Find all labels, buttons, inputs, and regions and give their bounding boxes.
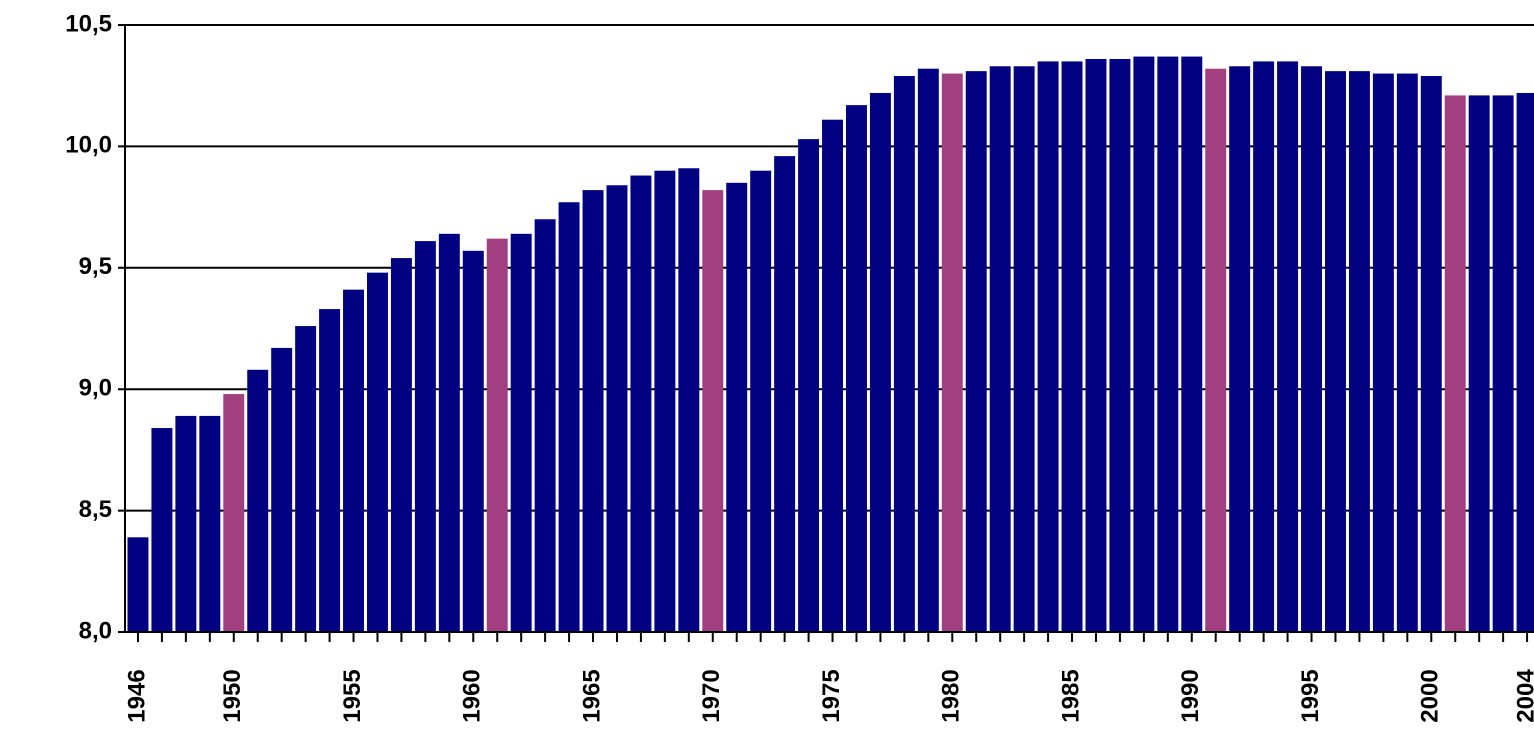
bar [343,289,364,632]
bar [1396,73,1418,632]
bar [1420,75,1442,633]
bar [1253,61,1275,633]
y-tick-label: 10,5 [65,10,112,37]
bar [917,68,939,633]
bar [390,258,412,632]
x-tick-label: 1995 [1297,669,1324,722]
bar [295,326,317,632]
bar [534,219,556,633]
bar [462,250,484,632]
bar [1372,73,1394,632]
bar [1205,68,1227,633]
y-tick-label: 8,0 [79,617,112,644]
bar [1468,95,1490,633]
bar [1061,61,1083,633]
x-tick-label: 1970 [698,669,725,722]
bar [558,202,580,632]
bar [1516,92,1534,632]
bar [1301,66,1322,632]
y-tick-label: 9,5 [79,253,112,280]
bar [414,241,436,633]
bar [438,233,460,633]
x-tick-label: 1955 [339,669,366,722]
bar [1348,71,1370,632]
bar [774,156,796,632]
bar [1013,66,1035,632]
x-tick-label: 1975 [818,669,845,722]
bar [846,105,867,632]
bar [199,415,221,632]
bar [223,394,245,632]
bar [893,75,915,633]
bar [989,66,1011,632]
x-tick-label: 2000 [1417,669,1444,722]
bar [630,175,652,632]
bar [175,415,197,632]
x-tick-label: 1980 [938,669,965,722]
bar [367,272,388,632]
y-tick-label: 8,5 [79,496,112,523]
bar [1133,56,1155,632]
bar [319,309,341,632]
bar [606,185,628,633]
y-tick-label: 9,0 [79,375,112,402]
bar [1037,61,1059,633]
bar [702,190,724,632]
bar [1492,95,1514,633]
bar [1229,66,1251,632]
bar [798,139,820,632]
bar [127,537,149,632]
bar [1157,56,1179,632]
bar [510,233,532,633]
bar [151,428,173,632]
bar [750,170,772,632]
bar [486,238,508,632]
bar [678,168,700,632]
bar [654,170,676,632]
bar [1085,58,1107,632]
bar [582,190,604,632]
y-tick-label: 10,0 [65,132,112,159]
bar [271,347,293,632]
x-tick-label: 1946 [123,669,150,722]
x-tick-label: 1990 [1177,669,1204,722]
bar [1277,61,1299,633]
bar [869,92,891,632]
bar [941,73,963,632]
bar [965,71,987,632]
bar [1109,58,1131,632]
x-tick-label: 1960 [459,669,486,722]
x-tick-label: 2004 [1512,669,1534,723]
bar [1181,56,1203,632]
bar [247,369,269,632]
bar [726,182,748,632]
bar [1444,95,1466,633]
x-tick-label: 1965 [578,669,605,722]
bar [822,119,843,632]
x-tick-label: 1950 [219,669,246,722]
bar [1325,71,1346,632]
x-tick-label: 1985 [1057,669,1084,722]
